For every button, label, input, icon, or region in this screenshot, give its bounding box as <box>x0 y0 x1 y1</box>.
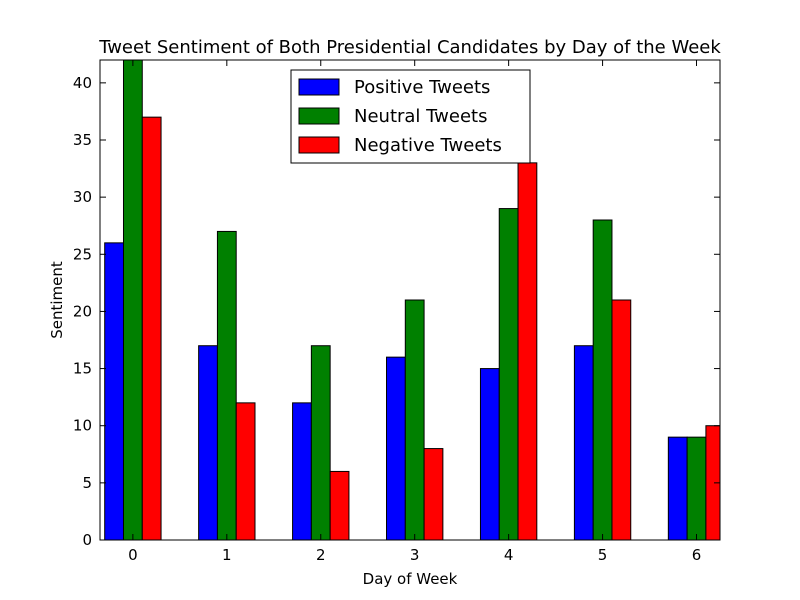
x-tick-label: 5 <box>598 546 608 564</box>
bar-negative-tweets-day-2 <box>329 470 350 540</box>
ticks-layer: 0 5 10 15 20 25 30 35 40 0 1 2 3 4 5 6 <box>73 60 720 564</box>
y-tick-label: 30 <box>73 188 92 206</box>
y-tick-label: 40 <box>73 74 92 92</box>
bar-negative-tweets-day-3 <box>423 448 444 540</box>
y-tick-label: 5 <box>82 474 92 492</box>
legend-swatch <box>298 78 340 96</box>
legend-label: Neutral Tweets <box>354 106 487 127</box>
x-tick-label: 6 <box>692 546 702 564</box>
bar-neutral-tweets-day-1 <box>216 230 237 540</box>
bar-neutral-tweets-day-3 <box>404 299 425 540</box>
bar-neutral-tweets-day-6 <box>686 436 707 540</box>
legend-label: Negative Tweets <box>354 135 502 156</box>
chart-title: Tweet Sentiment of Both Presidential Can… <box>98 37 721 58</box>
bar-positive-tweets-day-0 <box>104 242 124 540</box>
legend-swatch <box>298 136 340 154</box>
bars-layer <box>104 60 720 540</box>
y-tick-label: 15 <box>73 360 92 378</box>
bar-negative-tweets-day-4 <box>517 162 538 540</box>
bar-negative-tweets-day-5 <box>611 299 632 540</box>
bar-neutral-tweets-day-2 <box>310 345 331 540</box>
y-axis-title: Sentiment <box>48 261 66 339</box>
bar-negative-tweets-day-1 <box>235 402 256 540</box>
legend-label: Positive Tweets <box>354 77 490 98</box>
x-tick-label: 4 <box>504 546 514 564</box>
x-tick-label: 2 <box>316 546 326 564</box>
y-tick-label: 10 <box>73 417 92 435</box>
bar-positive-tweets-day-3 <box>386 356 406 540</box>
x-tick-label: 1 <box>222 546 232 564</box>
bar-positive-tweets-day-1 <box>198 345 218 540</box>
legend: Positive Tweets Neutral Tweets Negative Tw… <box>290 69 531 164</box>
bar-positive-tweets-day-2 <box>292 402 312 540</box>
x-tick-label: 0 <box>128 546 138 564</box>
y-tick-label: 20 <box>73 302 92 320</box>
x-tick-label: 3 <box>410 546 420 564</box>
bar-negative-tweets-day-0 <box>141 116 162 540</box>
y-tick-label: 0 <box>82 531 92 549</box>
bar-neutral-tweets-day-5 <box>592 219 613 540</box>
y-tick-label: 35 <box>73 131 92 149</box>
bar-neutral-tweets-day-0 <box>122 60 143 540</box>
legend-swatch <box>298 107 340 125</box>
bar-positive-tweets-day-4 <box>479 368 500 540</box>
bar-neutral-tweets-day-4 <box>498 208 519 540</box>
bar-positive-tweets-day-5 <box>573 345 594 540</box>
bar-positive-tweets-day-6 <box>667 436 688 540</box>
plot-frame <box>99 59 721 541</box>
y-tick-label: 25 <box>73 245 92 263</box>
x-axis-title: Day of Week <box>363 570 458 588</box>
